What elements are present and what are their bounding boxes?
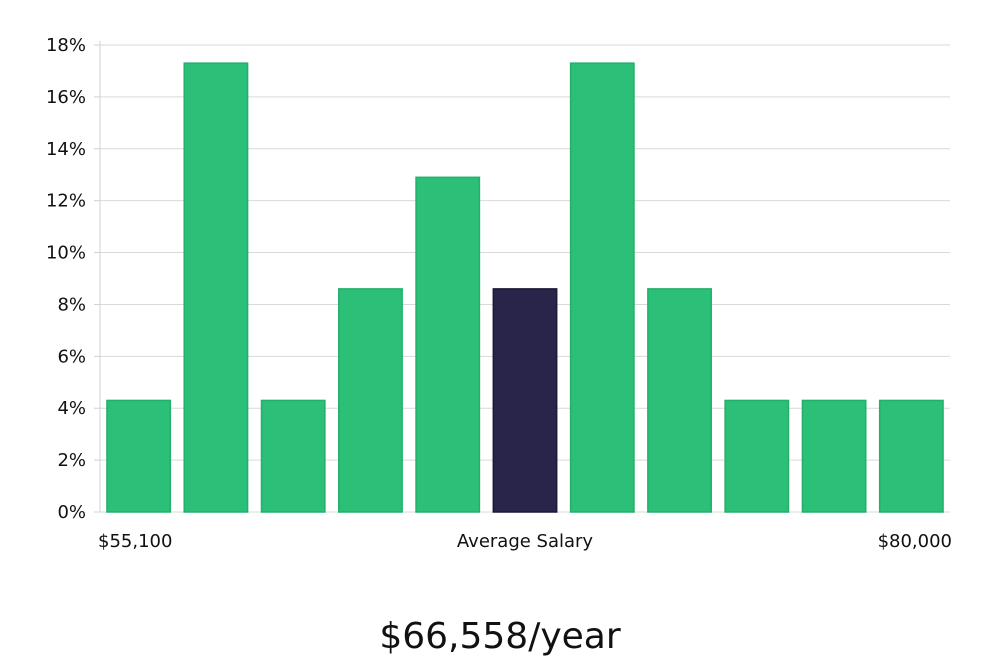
bar-highlighted [492, 288, 558, 513]
average-salary-headline: $66,558/year [379, 616, 621, 657]
bar [801, 399, 867, 513]
bar [183, 62, 249, 513]
bar [338, 288, 403, 513]
y-tick-label: 16% [46, 87, 86, 108]
bar [569, 62, 635, 513]
y-tick-label: 6% [57, 346, 86, 367]
y-tick-label: 10% [46, 243, 86, 264]
bar [878, 399, 944, 513]
y-tick-label: 4% [57, 398, 86, 419]
y-tick-label: 12% [46, 191, 86, 212]
y-tick-label: 14% [46, 139, 86, 160]
bar [724, 399, 790, 513]
y-axis-ticks: 0% 2% 4% 6% 8% 10% 12% 14% 16% 18% [46, 35, 100, 523]
x-label-center: Average Salary [457, 531, 594, 552]
bar [106, 399, 172, 513]
y-tick-label: 0% [57, 502, 86, 523]
bar [647, 288, 712, 513]
y-tick-label: 2% [57, 450, 86, 471]
x-label-max: $80,000 [878, 531, 952, 552]
y-tick-label: 18% [46, 35, 86, 56]
bar [415, 176, 481, 513]
x-label-min: $55,100 [98, 531, 172, 552]
bars [106, 62, 944, 513]
y-tick-label: 8% [57, 294, 86, 315]
bar [260, 399, 326, 513]
